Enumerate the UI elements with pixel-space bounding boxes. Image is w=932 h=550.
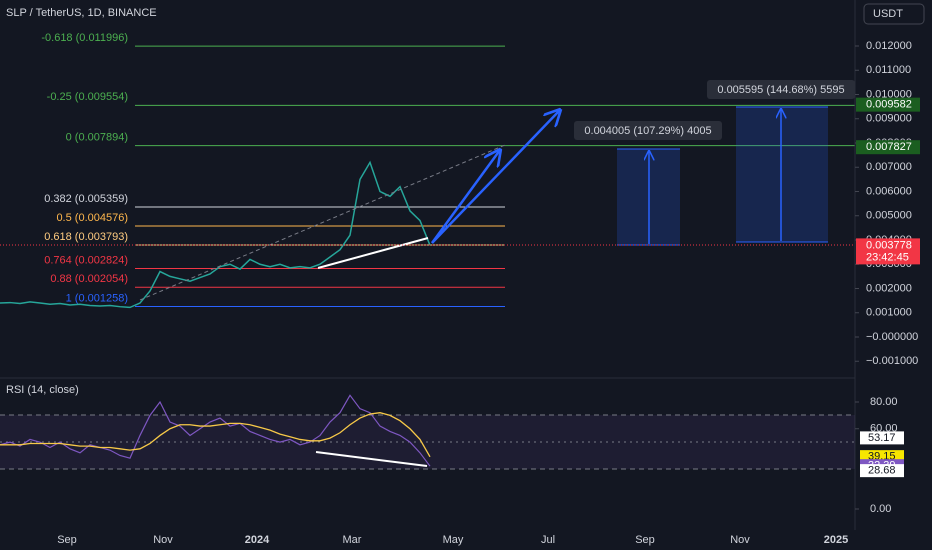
measure-label: 0.005595 (144.68%) 5595	[717, 84, 844, 96]
fib-label: 0 (0.007894)	[66, 131, 128, 143]
fib-label: 1 (0.001258)	[66, 292, 128, 304]
trend-line	[139, 144, 506, 301]
rsi-badge-label: 53.17	[868, 432, 896, 444]
price-tick-label: 0.002000	[866, 282, 912, 294]
rsi-pane	[0, 394, 431, 467]
rsi-badge	[860, 464, 904, 478]
price-badge-label: 0.009582	[866, 99, 912, 111]
time-label: 2024	[245, 534, 270, 546]
fib-label: 0.764 (0.002824)	[44, 254, 128, 266]
price-tick-label: −0.000000	[866, 331, 918, 343]
time-label: Mar	[343, 534, 362, 546]
axes: 0.0120000.0110000.0100000.0090000.008000…	[57, 40, 920, 546]
price-badge-label: 0.003778	[866, 239, 912, 251]
measure-label-bg	[574, 121, 722, 140]
price-badge	[856, 97, 920, 112]
price-tick-label: 0.006000	[866, 185, 912, 197]
price-tick-label: 0.001000	[866, 307, 912, 319]
fib-label: 0.382 (0.005359)	[44, 193, 128, 205]
time-label: Jul	[541, 534, 555, 546]
price-tick-label: 0.007000	[866, 161, 912, 173]
price-line	[0, 160, 431, 309]
fib-label: 0.5 (0.004576)	[56, 212, 128, 224]
fib-label: -0.25 (0.009554)	[47, 91, 128, 103]
rsi-line	[0, 394, 431, 467]
rsi-title: RSI (14, close)	[6, 384, 79, 396]
price-tick-label: −0.001000	[866, 355, 918, 367]
fib-label: -0.618 (0.011996)	[41, 32, 128, 44]
rsi-badge-label: 28.68	[868, 465, 896, 477]
price-tick-label: 0.009000	[866, 113, 912, 125]
rsi-ma-line	[0, 412, 431, 458]
time-label: 2025	[824, 534, 848, 546]
projection-arrow	[431, 110, 560, 244]
price-pane: -0.618 (0.011996) -0.25 (0.009554) 0 (0.00…	[0, 32, 855, 309]
time-label: Sep	[57, 534, 77, 546]
time-label: May	[443, 534, 464, 546]
fib-label: 0.88 (0.002054)	[50, 273, 128, 285]
time-label: Nov	[730, 534, 750, 546]
rsi-tick-label: 0.00	[870, 503, 891, 515]
rsi-badge	[860, 431, 904, 445]
price-badge-label: 0.007827	[866, 141, 912, 153]
measure-label-bg	[707, 80, 855, 99]
measure-label: 0.004005 (107.29%) 4005	[584, 125, 711, 137]
time-label: Nov	[153, 534, 173, 546]
price-tick-label: 0.011000	[866, 64, 911, 76]
price-tick-label: 0.012000	[866, 40, 912, 52]
measure-box	[736, 107, 828, 242]
currency-button[interactable]	[863, 3, 925, 25]
fib-label: 0.618 (0.003793)	[44, 231, 128, 243]
price-tick-label: 0.010000	[866, 88, 912, 100]
price-badge-timer: 23:42:45	[866, 251, 909, 263]
price-badge	[856, 140, 920, 155]
price-tick-label: 0.005000	[866, 210, 912, 222]
rsi-divergence	[315, 451, 428, 467]
currency-label[interactable]: USDT	[873, 8, 903, 20]
rsi-tick-label: 80.00	[870, 396, 898, 408]
projection-arrow	[430, 150, 500, 244]
divergence-line	[317, 237, 429, 269]
price-badge	[856, 238, 920, 265]
symbol-title: SLP / TetherUS, 1D, BINANCE	[6, 7, 157, 19]
time-label: Sep	[635, 534, 655, 546]
